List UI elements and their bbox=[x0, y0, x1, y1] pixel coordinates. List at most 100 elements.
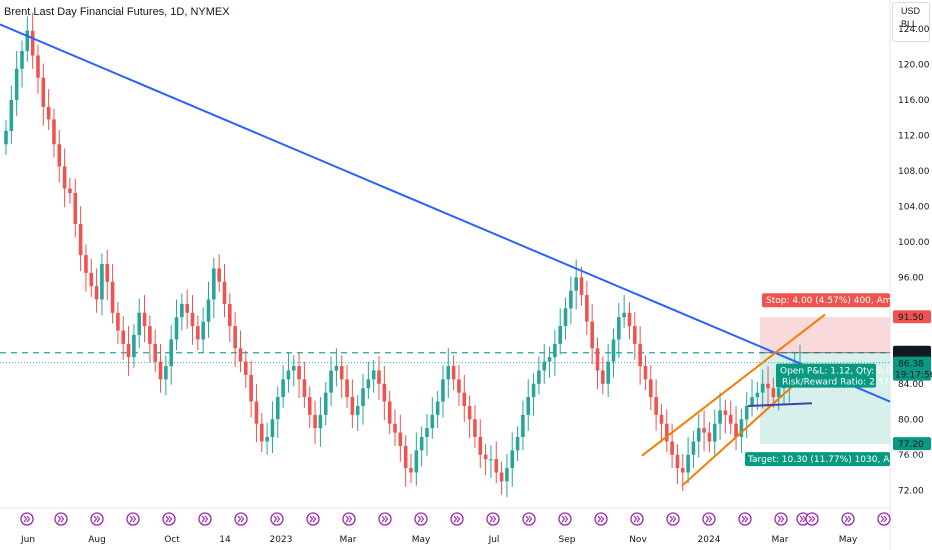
x-tick-label: Aug bbox=[88, 535, 106, 545]
countdown-label: 19:17:56 bbox=[895, 371, 932, 381]
stop-annotation-box bbox=[762, 293, 890, 308]
chevrons-icon bbox=[273, 515, 281, 523]
candle-body bbox=[414, 450, 419, 473]
stop-price-label-box bbox=[893, 310, 931, 324]
candle-body bbox=[100, 264, 104, 300]
candle-body bbox=[259, 423, 264, 442]
candle-body bbox=[169, 339, 173, 367]
candle-body bbox=[238, 348, 243, 362]
candle-body bbox=[377, 370, 381, 384]
candle-body bbox=[696, 428, 701, 442]
last-price-box bbox=[893, 356, 931, 381]
candle-body bbox=[691, 441, 696, 455]
candle-body bbox=[297, 366, 301, 380]
y-tick-label: 100.00 bbox=[898, 238, 930, 248]
candle-body bbox=[275, 397, 280, 420]
candle-body bbox=[403, 445, 408, 469]
candle-body bbox=[744, 405, 749, 420]
target-annotation: Target: 10.30 (11.77%) 1030, Amount: 164… bbox=[747, 455, 932, 465]
candle-body bbox=[398, 432, 403, 446]
chevrons-icon bbox=[453, 515, 461, 523]
entry-price-label: 87.50 bbox=[898, 349, 924, 359]
candle-body bbox=[132, 334, 136, 358]
candle-body bbox=[521, 414, 525, 438]
stop-annotation: Stop: 4.00 (4.57%) 400, Amount: 750 bbox=[766, 296, 932, 306]
chevrons-icon bbox=[23, 515, 31, 523]
candle-body bbox=[4, 130, 8, 145]
candle-body bbox=[222, 281, 227, 304]
candle-body bbox=[89, 272, 94, 287]
candle-body bbox=[243, 361, 248, 375]
candle-body bbox=[94, 286, 99, 300]
chevrons-icon bbox=[381, 515, 389, 523]
candle-body bbox=[760, 383, 765, 393]
candle-body bbox=[425, 428, 429, 438]
candle-body bbox=[201, 321, 205, 340]
chevrons-icon bbox=[525, 515, 533, 523]
candle-body bbox=[766, 383, 770, 389]
target-annotation-box bbox=[745, 452, 890, 467]
candle-body bbox=[116, 312, 120, 331]
candle-body bbox=[579, 277, 584, 296]
candle-body bbox=[217, 268, 221, 282]
candle-body bbox=[739, 419, 744, 438]
chevrons-icon bbox=[129, 515, 137, 523]
chevrons-icon bbox=[633, 515, 641, 523]
x-tick-label: Jul bbox=[488, 535, 500, 545]
candle-body bbox=[515, 437, 520, 451]
candle-body bbox=[526, 397, 531, 415]
candle-body bbox=[648, 379, 653, 398]
candle-body bbox=[20, 51, 24, 69]
x-tick-label: Mar bbox=[772, 535, 789, 545]
candle-body bbox=[350, 397, 355, 415]
candle-body bbox=[473, 419, 477, 438]
candle-body bbox=[57, 144, 62, 167]
candle-body bbox=[78, 224, 83, 256]
candle-body bbox=[281, 379, 285, 398]
candle-body bbox=[323, 392, 328, 415]
channel-upper bbox=[641, 313, 826, 457]
candle-body bbox=[585, 295, 589, 322]
x-tick-label: 2024 bbox=[698, 535, 721, 545]
currency-selector[interactable]: USD BLL bbox=[892, 2, 930, 42]
candle-body bbox=[467, 405, 472, 420]
currency-bll: BLL bbox=[901, 19, 918, 29]
candle-body bbox=[723, 410, 728, 415]
candle-body bbox=[643, 366, 648, 380]
candle-body bbox=[451, 366, 456, 380]
pnl-annotation: Open P&L: 1.12, Qty: 0.063 bbox=[780, 367, 903, 377]
candle-body bbox=[707, 432, 712, 442]
candle-body bbox=[313, 414, 317, 429]
candle-body bbox=[233, 326, 237, 349]
candle-body bbox=[531, 383, 536, 398]
last-price-label: 86.38 bbox=[898, 360, 924, 370]
candle-body bbox=[30, 30, 35, 56]
candle-body bbox=[537, 370, 541, 384]
candle-body bbox=[478, 437, 483, 455]
candle-body bbox=[196, 326, 200, 340]
chevrons-icon bbox=[844, 515, 852, 523]
candle-body bbox=[110, 281, 115, 313]
candle-body bbox=[121, 330, 126, 344]
candle-body bbox=[409, 468, 413, 473]
candle-body bbox=[569, 290, 573, 309]
x-tick-label: May bbox=[839, 535, 858, 545]
x-tick-label: Sep bbox=[559, 535, 576, 545]
candle-body bbox=[206, 299, 211, 322]
candle-body bbox=[574, 277, 578, 291]
x-tick-label: Nov bbox=[629, 535, 647, 545]
candle-body bbox=[174, 317, 179, 340]
candle-body bbox=[776, 388, 781, 398]
candle-body bbox=[595, 348, 600, 371]
candle-body bbox=[382, 383, 387, 402]
candle-body bbox=[728, 414, 733, 424]
candle-body bbox=[185, 303, 189, 313]
candle-body bbox=[441, 379, 445, 402]
candle-body bbox=[622, 312, 626, 318]
support-line bbox=[747, 402, 813, 407]
y-tick-label: 80.00 bbox=[898, 415, 924, 425]
candle-body bbox=[36, 55, 40, 78]
target-price-label-box bbox=[893, 437, 931, 451]
candle-body bbox=[345, 379, 349, 398]
